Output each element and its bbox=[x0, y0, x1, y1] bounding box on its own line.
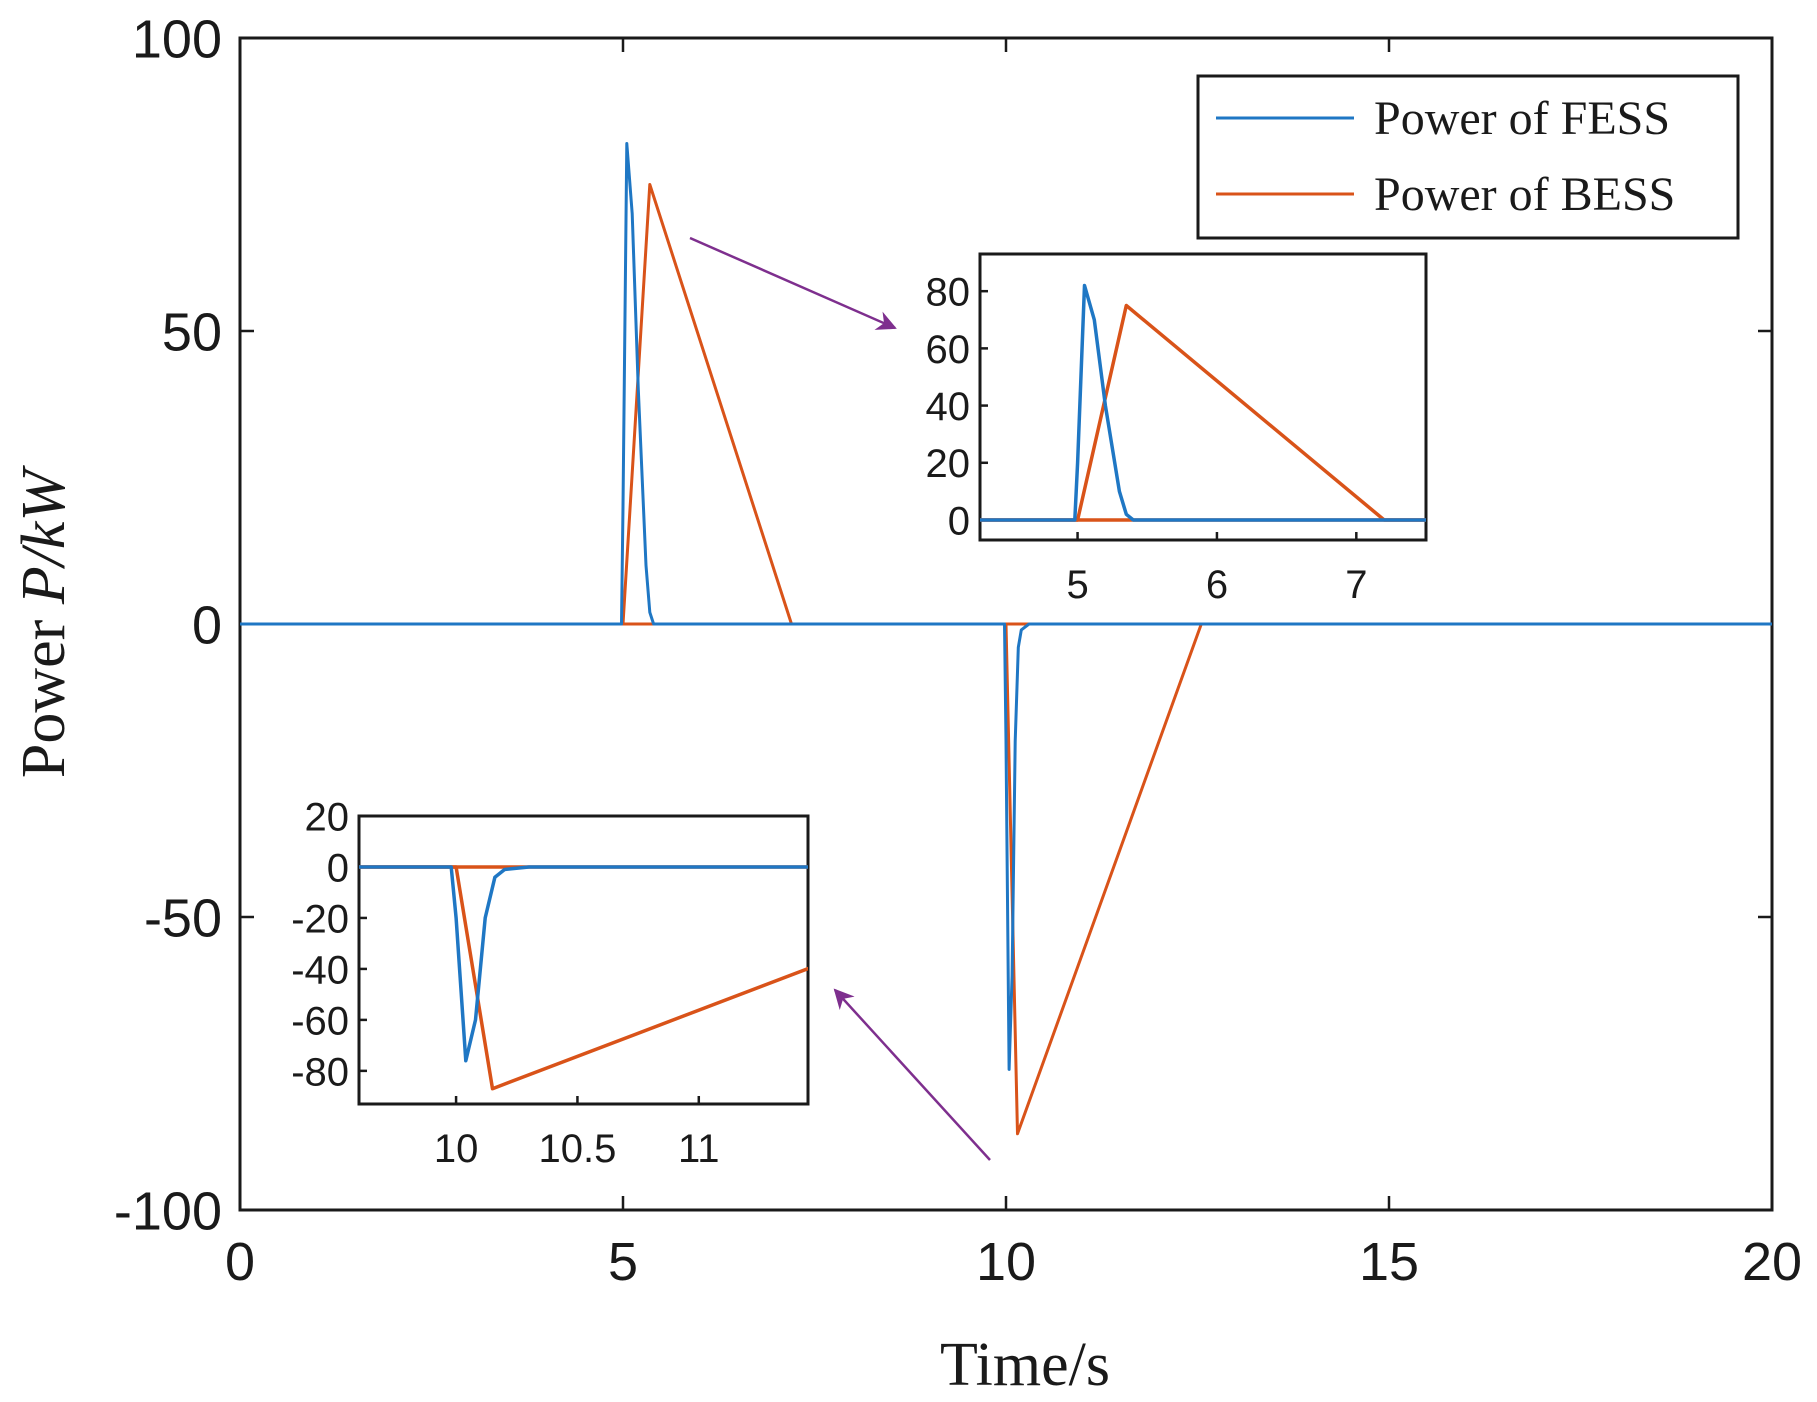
inset2-series-fess bbox=[359, 865, 808, 1063]
inset2-ytick-label: -60 bbox=[291, 999, 349, 1043]
main-series-group bbox=[240, 142, 1772, 1136]
main-ytick-label: -100 bbox=[114, 1181, 222, 1241]
legend: Power of FESS Power of BESS bbox=[1196, 74, 1740, 240]
main-xtick-label: 5 bbox=[608, 1232, 638, 1292]
inset-rise: 5 6 7 80 60 40 20 0 bbox=[926, 252, 1428, 607]
callout-arrow-rise bbox=[689, 236, 897, 330]
inset2-ytick-label: -40 bbox=[291, 948, 349, 992]
inset2-xtick-label: 10 bbox=[434, 1127, 479, 1171]
inset-fall-series bbox=[359, 865, 808, 1091]
main-ytick-label: 100 bbox=[132, 9, 222, 69]
inset-fall-frame bbox=[357, 814, 810, 1106]
main-ytick-label: -50 bbox=[144, 888, 222, 948]
inset1-ytick-label: 60 bbox=[926, 328, 971, 372]
callout-arrow-fall bbox=[833, 988, 991, 1161]
inset2-ytick-label: -20 bbox=[291, 897, 349, 941]
inset2-ytick-label: 20 bbox=[305, 795, 350, 839]
inset1-ytick-label: 80 bbox=[926, 271, 971, 315]
main-ytick-label: 0 bbox=[192, 595, 222, 655]
inset1-ytick-label: 20 bbox=[926, 442, 971, 486]
inset2-xtick-label: 11 bbox=[678, 1127, 720, 1171]
inset2-ytick-label: -80 bbox=[291, 1050, 349, 1094]
y-axis-label: Power P/kW bbox=[10, 465, 78, 779]
inset2-xtick-label: 10.5 bbox=[539, 1127, 617, 1171]
legend-label-bess: Power of BESS bbox=[1374, 168, 1675, 221]
inset1-xtick-label: 5 bbox=[1066, 563, 1088, 607]
inset-fall-ticks: 10 10.5 11 20 0 -20 -40 -60 -80 bbox=[291, 795, 719, 1171]
inset1-ytick-label: 0 bbox=[948, 499, 970, 543]
inset-fall: 10 10.5 11 20 0 -20 -40 -60 -80 bbox=[291, 795, 810, 1171]
main-ytick-label: 50 bbox=[162, 302, 222, 362]
inset2-series-bess-fall bbox=[359, 865, 808, 1091]
main-xtick-label: 10 bbox=[976, 1232, 1036, 1292]
legend-box bbox=[1196, 74, 1740, 240]
x-axis-label: Time/s bbox=[940, 1331, 1110, 1399]
inset1-ytick-label: 40 bbox=[926, 385, 971, 429]
main-xtick-label: 0 bbox=[225, 1232, 255, 1292]
inset2-ytick-label: 0 bbox=[327, 846, 349, 890]
main-series-fess bbox=[240, 142, 1772, 1071]
legend-label-fess: Power of FESS bbox=[1374, 92, 1670, 145]
main-xtick-label: 15 bbox=[1359, 1232, 1419, 1292]
inset-rise-series bbox=[980, 283, 1426, 522]
y-axis-label-variable: P/kW bbox=[10, 465, 78, 606]
inset1-series-fess bbox=[980, 283, 1426, 522]
main-xtick-label: 20 bbox=[1742, 1232, 1802, 1292]
inset1-xtick-label: 7 bbox=[1345, 563, 1367, 607]
inset1-xtick-label: 6 bbox=[1206, 563, 1228, 607]
inset-rise-ticks: 5 6 7 80 60 40 20 0 bbox=[926, 271, 1368, 607]
y-axis-label-prefix: Power bbox=[10, 604, 78, 778]
inset1-series-bess-rise bbox=[980, 303, 1426, 522]
